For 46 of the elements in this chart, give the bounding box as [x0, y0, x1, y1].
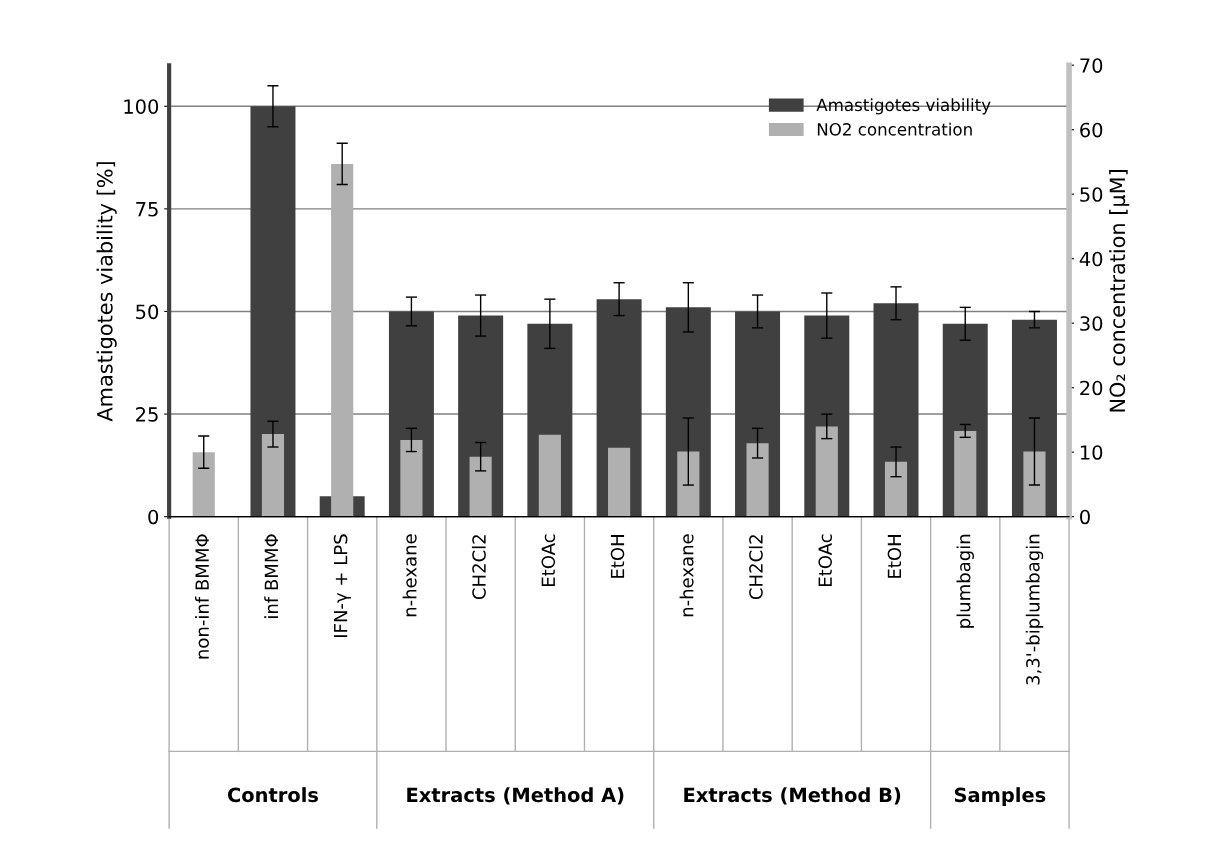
- text: Samples: [954, 787, 1046, 806]
- x-tick-label: CH2Cl2: [471, 535, 486, 600]
- bar: [261, 434, 285, 517]
- bar: [469, 456, 492, 517]
- text: Extracts (Method B): [684, 787, 901, 805]
- y-tick-label: 50: [136, 304, 159, 320]
- x-tick-label: n-hexane: [679, 534, 694, 617]
- bar: [677, 451, 700, 517]
- legend-label: Amastigotes viability: [816, 98, 991, 115]
- x-tick-label: plumbagin: [956, 534, 974, 628]
- x-tick-label: EtOAc: [818, 534, 833, 586]
- bar: [538, 434, 561, 517]
- bar: [608, 447, 631, 517]
- y-tick-label: 0: [148, 509, 159, 525]
- bar: [192, 452, 215, 517]
- x-tick-label: EtOH: [610, 535, 625, 578]
- x-tick-label: CH2Cl2: [748, 535, 763, 600]
- x-tick-label: non-inf BMMΦ: [195, 534, 209, 659]
- y2-tick-label: 50: [1080, 187, 1103, 202]
- y2-tick-label: 0: [1080, 509, 1090, 525]
- y-tick-label: 75: [136, 202, 158, 217]
- text: Extracts (Method A): [407, 787, 624, 805]
- x-tick-label: 3,3'-biplumbagin: [1025, 534, 1044, 685]
- x-tick-label: EtOH: [887, 535, 902, 578]
- bar: [1023, 451, 1046, 517]
- y2-tick-label: 30: [1080, 316, 1103, 331]
- bar: [400, 439, 423, 517]
- x-tick-label: n-hexane: [402, 534, 417, 617]
- y-tick-label: 100: [124, 99, 159, 114]
- y2-tick-label: 20: [1080, 380, 1103, 396]
- legend-label: NO2 concentration: [817, 122, 972, 136]
- y2-axis-title: NO₂ concentration [µM]: [1109, 170, 1130, 412]
- x-tick-label: IFN-γ + LPS: [333, 534, 351, 637]
- x-tick-label: EtOAc: [541, 534, 556, 586]
- y2-tick-label: 60: [1080, 122, 1103, 138]
- bar: [815, 426, 838, 517]
- text: Controls: [227, 787, 319, 803]
- bar: [954, 430, 977, 517]
- x-tick-label: inf BMMΦ: [264, 534, 278, 618]
- y2-tick-label: 10: [1080, 445, 1103, 460]
- y2-tick-label: 40: [1079, 251, 1103, 267]
- y2-tick-label: 70: [1080, 58, 1103, 73]
- y-tick-label: 25: [136, 407, 158, 422]
- bar: [746, 443, 769, 517]
- y-axis-title: Amastigotes viability [%]: [96, 162, 117, 422]
- bar: [884, 461, 908, 517]
